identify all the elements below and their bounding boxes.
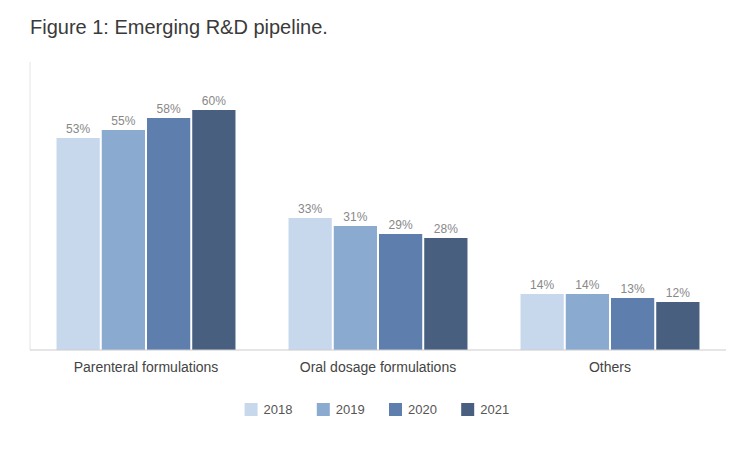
bar [611,298,654,350]
data-label: 33% [298,202,322,216]
chart-svg: Figure 1: Emerging R&D pipeline. 53% 33% 14… [0,0,750,450]
data-label: 53% [66,122,90,136]
data-label: 55% [111,114,135,128]
bar [57,138,100,350]
bar [656,302,699,350]
data-label: 29% [389,218,413,232]
data-label: 14% [530,278,554,292]
data-label: 31% [343,210,367,224]
legend-swatch [461,403,474,416]
bar [147,118,190,350]
x-tick-label: Parenteral formulations [74,359,219,375]
bar [521,294,564,350]
data-labels: 53% 33% 14% 55% 31% 14% 58% 29% 13% 60% 28% 12% [66,94,690,300]
bar [379,234,422,350]
x-tick-label: Oral dosage formulations [300,359,456,375]
y-axis-line [30,62,31,350]
legend-label: 2018 [264,402,293,417]
bar [192,110,235,350]
legend-swatch [245,403,258,416]
x-axis-line [30,350,726,351]
data-label: 12% [666,286,690,300]
legend-swatch [317,403,330,416]
data-label: 13% [621,282,645,296]
legend: 2018 2019 2020 2021 [245,402,510,417]
legend-label: 2021 [480,402,509,417]
bars [57,110,700,350]
bar [289,218,332,350]
bar [334,226,377,350]
x-tick-label: Others [589,359,631,375]
data-label: 58% [157,102,181,116]
bar [566,294,609,350]
title: Figure 1: Emerging R&D pipeline. [30,16,328,38]
data-label: 14% [575,278,599,292]
legend-label: 2020 [408,402,437,417]
data-label: 28% [434,222,458,236]
bar [102,130,145,350]
data-label: 60% [202,94,226,108]
bar [424,238,467,350]
legend-label: 2019 [336,402,365,417]
legend-swatch [389,403,402,416]
chart-container: Figure 1: Emerging R&D pipeline. 53% 33% 14… [0,0,750,450]
